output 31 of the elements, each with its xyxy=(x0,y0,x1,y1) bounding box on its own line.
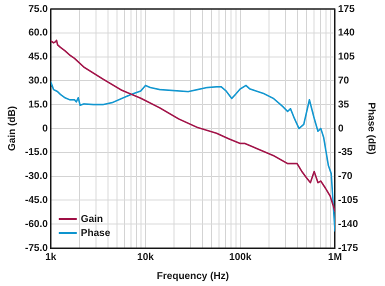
x-axis-title: Frequency (Hz) xyxy=(156,270,230,282)
y-tick-label: 30.0 xyxy=(28,75,48,86)
y2-tick-label: 140 xyxy=(338,28,356,39)
y2-tick-label: 35 xyxy=(338,99,350,110)
y-tick-label: 75.0 xyxy=(28,4,48,15)
y-tick-label: -30.0 xyxy=(24,171,48,182)
y2-tick-label: 70 xyxy=(338,75,350,86)
y2-tick-label: 105 xyxy=(338,52,356,63)
y-tick-label: 15.0 xyxy=(28,99,48,110)
legend-label: Phase xyxy=(80,228,111,239)
y-tick-label: 60.0 xyxy=(28,28,48,39)
y2-tick-label: -175 xyxy=(338,242,358,254)
y-tick-label: 0 xyxy=(42,123,48,134)
y2-tick-label: -70 xyxy=(338,171,353,182)
y-axis-title: Gain (dB) xyxy=(6,106,18,151)
x-tick-label: 1M xyxy=(328,252,342,263)
y2-tick-label: 175 xyxy=(338,4,356,15)
x-tick-label: 1k xyxy=(45,252,57,263)
y2-axis-title: Phase (dB) xyxy=(365,102,376,155)
y2-tick-label: -35 xyxy=(338,147,353,158)
y-tick-label: 45.0 xyxy=(28,52,48,63)
x-tick-label: 100k xyxy=(229,252,252,263)
y-tick-label: -60.0 xyxy=(24,218,48,230)
y-tick-label: -45.0 xyxy=(24,194,48,206)
y-tick-label: -75.0 xyxy=(24,242,48,254)
y2-tick-label: -140 xyxy=(338,218,358,230)
y-tick-label: -15.0 xyxy=(24,147,48,158)
x-tick-label: 10k xyxy=(137,252,154,263)
legend-label: Gain xyxy=(80,214,104,225)
y2-tick-label: -105 xyxy=(338,194,358,206)
y2-tick-label: 0 xyxy=(338,123,344,134)
